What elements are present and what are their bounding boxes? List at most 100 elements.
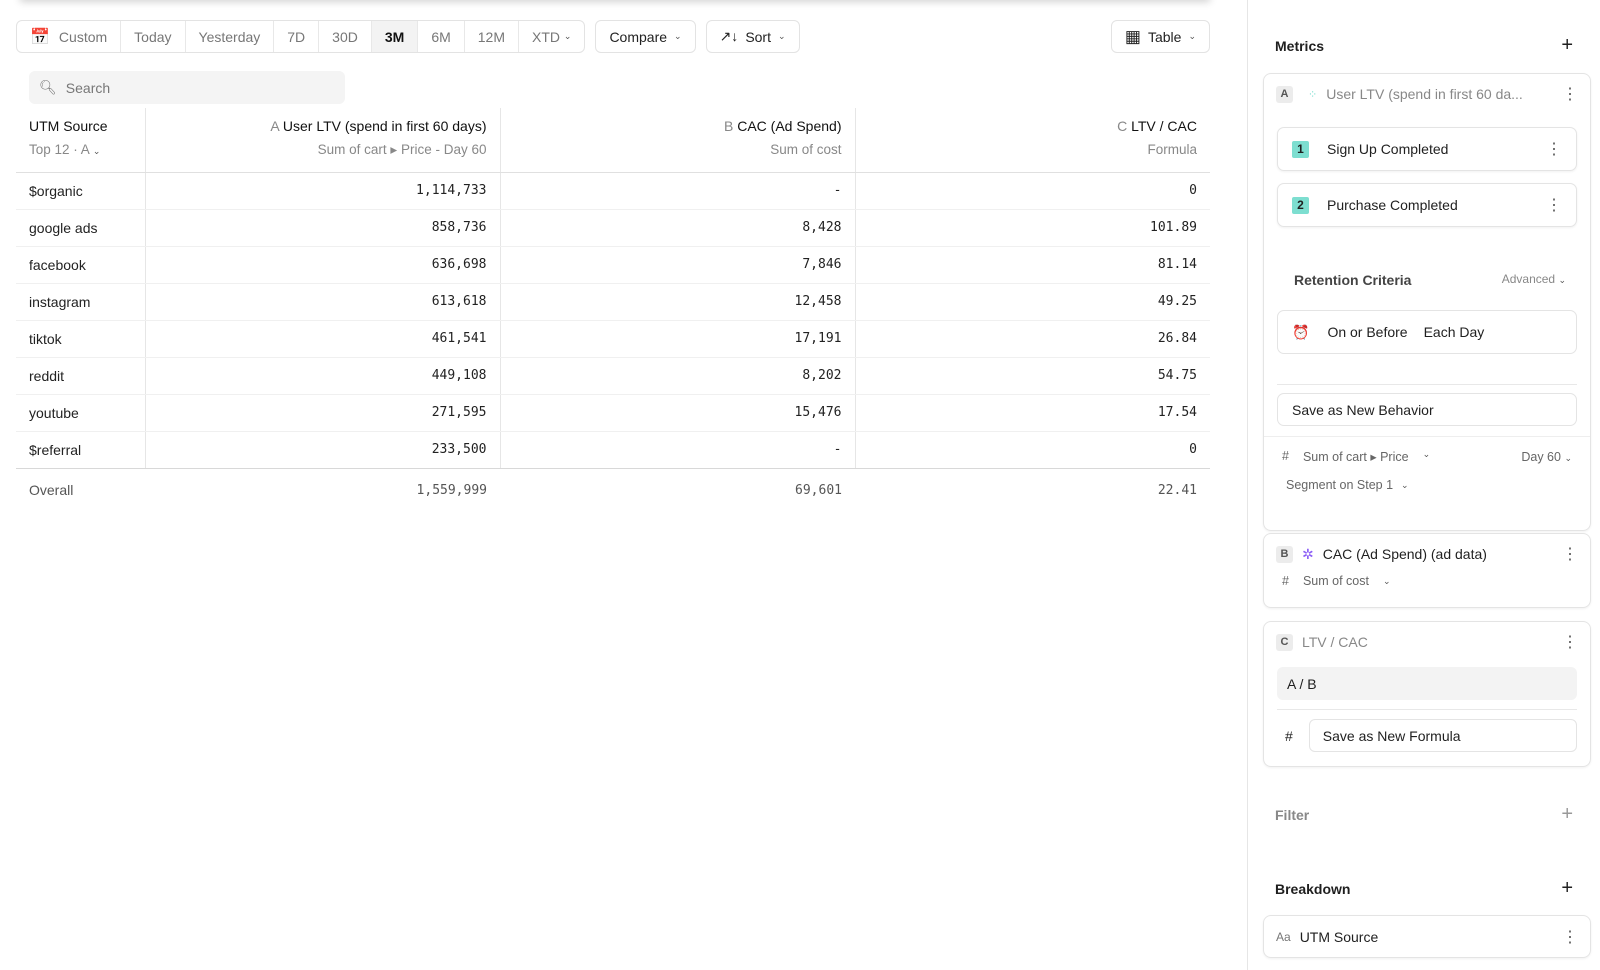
metric-b-name: CAC (Ad Spend) (ad data) <box>1322 546 1487 562</box>
col-header-b[interactable]: B CAC (Ad Spend) Sum of cost <box>499 108 855 173</box>
overall-row: Overall 1,559,999 69,601 22.41 <box>16 468 1210 512</box>
cell-value: 101.89 <box>854 209 1210 247</box>
measure-select[interactable]: # Sum of cart ▸ Price ⌄ <box>1282 449 1430 464</box>
row-label: $referral <box>16 431 145 469</box>
overall-value: 22.41 <box>1157 482 1197 498</box>
ad-click-icon: ✲ <box>1302 545 1314 562</box>
right-panel: Metrics + A ⁘ User LTV (spend in first 60 d… <box>1247 0 1600 970</box>
date-today[interactable]: Today <box>121 21 186 52</box>
table-row[interactable]: facebook 636,698 7,846 81.14 <box>16 246 1210 284</box>
day-select[interactable]: Day 60 ⌄ <box>1521 450 1572 464</box>
kebab-menu-icon[interactable]: ⋮ <box>1546 197 1562 214</box>
main-area: 📅 Custom Today Yesterday 7D 30D 3M 6M 12M… <box>16 20 1210 512</box>
col-header-utm[interactable]: UTM Source Top 12 · A ⌄ <box>16 108 145 173</box>
row-label: youtube <box>16 394 145 432</box>
kebab-menu-icon[interactable]: ⋮ <box>1546 141 1562 158</box>
add-breakdown-plus-icon[interactable]: + <box>1561 877 1573 899</box>
step-2[interactable]: 2 Purchase Completed ⋮ <box>1277 183 1577 227</box>
formula-text: A / B <box>1287 675 1317 692</box>
col-title: UTM Source <box>29 118 108 134</box>
cell-value: 449,108 <box>144 357 500 395</box>
measure-select[interactable]: # Sum of cost ⌄ <box>1264 574 1590 588</box>
cell-value: 271,595 <box>144 394 500 432</box>
xtd-label: XTD <box>532 28 560 45</box>
segment-select[interactable]: Segment on Step 1 ⌄ <box>1264 464 1590 492</box>
table-row[interactable]: $organic 1,114,733-0 <box>16 172 1210 210</box>
date-7d[interactable]: 7D <box>274 21 320 52</box>
compare-button[interactable]: Compare ⌄ <box>595 20 696 53</box>
add-filter-plus-icon[interactable]: + <box>1561 803 1573 825</box>
formula-input[interactable]: A / B <box>1277 667 1577 700</box>
table-row[interactable]: $referral 233,500-0 <box>16 431 1210 469</box>
filter-section-header: Filter + <box>1275 803 1573 826</box>
retention-title: Retention Criteria <box>1294 272 1412 288</box>
search-icon: 🔍︎ <box>39 79 57 95</box>
table-row[interactable]: youtube 271,595 15,476 17.54 <box>16 394 1210 432</box>
kebab-menu-icon[interactable]: ⋮ <box>1562 86 1578 103</box>
save-formula-row: # Save as New Formula <box>1277 719 1577 752</box>
step-number-badge: 2 <box>1292 196 1309 214</box>
cell-value: 81.14 <box>854 246 1210 284</box>
date-xtd[interactable]: XTD ⌄ <box>519 21 584 52</box>
cell-value: 858,736 <box>144 209 500 247</box>
table-row[interactable]: google ads 858,736 8,428 101.89 <box>16 209 1210 247</box>
kebab-menu-icon[interactable]: ⋮ <box>1562 928 1578 946</box>
advanced-dropdown[interactable]: Advanced ⌄ <box>1502 272 1566 288</box>
col-header-a[interactable]: A User LTV (spend in first 60 days) Sum o… <box>144 108 500 173</box>
table-row[interactable]: tiktok 461,541 17,191 26.84 <box>16 320 1210 358</box>
retention-criteria-box[interactable]: ⏰ On or Before Each Day <box>1277 310 1577 354</box>
row-label: $organic <box>16 172 145 210</box>
chevron-down-icon: ⌄ <box>1382 575 1391 586</box>
hash-icon: # <box>1282 574 1289 588</box>
cell-value: 8,202 <box>499 357 855 395</box>
chevron-down-icon: ⌄ <box>92 146 101 156</box>
metric-b-header[interactable]: B ✲ CAC (Ad Spend) (ad data) ⋮ <box>1264 534 1590 574</box>
date-3m[interactable]: 3M <box>371 21 419 52</box>
on-or-before-select[interactable]: On or Before <box>1327 324 1408 340</box>
chevron-down-icon: ⌄ <box>1558 275 1566 285</box>
alarm-clock-icon: ⏰ <box>1292 323 1310 340</box>
retention-dots-icon: ⁘ <box>1308 88 1318 101</box>
date-yesterday[interactable]: Yesterday <box>186 21 275 52</box>
sort-icon: ↗↓ <box>719 28 739 44</box>
hash-icon: # <box>1285 727 1293 744</box>
table-row[interactable]: reddit 449,108 8,202 54.75 <box>16 357 1210 395</box>
date-6m[interactable]: 6M <box>418 21 465 52</box>
cell-value: 15,476 <box>499 394 855 432</box>
each-day-select[interactable]: Each Day <box>1423 324 1485 340</box>
col-title: User LTV (spend in first 60 days) <box>282 118 487 134</box>
sort-button[interactable]: ↗↓ Sort ⌄ <box>705 20 800 53</box>
search-input[interactable]: 🔍︎ Search <box>29 71 345 104</box>
save-as-new-formula-button[interactable]: Save as New Formula <box>1308 719 1577 752</box>
metric-c-header[interactable]: C LTV / CAC ⋮ <box>1264 622 1590 662</box>
top-n-selector[interactable]: Top 12 · A ⌄ <box>29 142 132 157</box>
metric-card-c: C LTV / CAC ⋮ A / B # Save as New Formula <box>1263 621 1591 767</box>
view-table-button[interactable]: ▦ Table ⌄ <box>1110 20 1210 53</box>
kebab-menu-icon[interactable]: ⋮ <box>1562 634 1578 651</box>
date-custom-label: Custom <box>58 28 108 45</box>
date-12m[interactable]: 12M <box>465 21 519 52</box>
measure-label: Sum of cost <box>1302 574 1369 588</box>
add-metric-plus-icon[interactable]: + <box>1561 34 1573 56</box>
step-1[interactable]: 1 Sign Up Completed ⋮ <box>1277 127 1577 171</box>
kebab-menu-icon[interactable]: ⋮ <box>1562 546 1578 563</box>
date-range-selector: 📅 Custom Today Yesterday 7D 30D 3M 6M 12M… <box>16 20 586 53</box>
overall-value: 69,601 <box>795 482 842 498</box>
col-letter: B <box>723 118 734 134</box>
save-as-new-behavior-button[interactable]: Save as New Behavior <box>1277 393 1577 426</box>
cell-value: 636,698 <box>144 246 500 284</box>
overall-label: Overall <box>29 482 74 499</box>
hash-icon: # <box>1282 449 1289 463</box>
date-custom[interactable]: 📅 Custom <box>17 21 122 52</box>
metric-letter: A <box>1276 85 1293 103</box>
cell-value: 49.25 <box>854 283 1210 321</box>
day-label: Day 60 <box>1521 449 1561 464</box>
metric-a-header[interactable]: A ⁘ User LTV (spend in first 60 da... ⋮ <box>1264 74 1590 114</box>
cell-value: 8,428 <box>499 209 855 247</box>
table-row[interactable]: instagram 613,618 12,458 49.25 <box>16 283 1210 321</box>
results-table: UTM Source Top 12 · A ⌄ A User LTV (spend… <box>16 108 1210 512</box>
cell-value: 12,458 <box>499 283 855 321</box>
breakdown-item[interactable]: Aa UTM Source ⋮ <box>1263 915 1591 958</box>
col-header-c[interactable]: C LTV / CAC Formula <box>854 108 1210 173</box>
date-30d[interactable]: 30D <box>319 21 372 52</box>
